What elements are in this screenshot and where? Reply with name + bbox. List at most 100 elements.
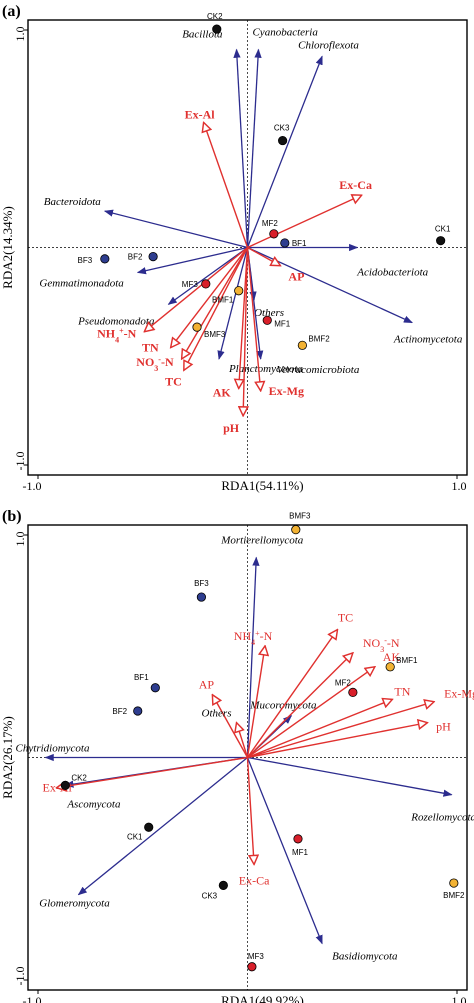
env-arrow-ph (247, 723, 428, 759)
sample-point-ck3 (218, 880, 228, 890)
sample-point-bf2 (133, 706, 143, 716)
taxa-arrow-planctomycetota (217, 247, 249, 360)
taxa-arrow-mortierellomycota (246, 556, 260, 758)
env-label-ex-ca: Ex-Ca (339, 178, 372, 192)
rda-panel-2: -1.0 1.0 1.0 -1.0 RDA1(49.92%) RDA2(26.17%) (b… (0, 508, 474, 1003)
sample-point-ck2 (212, 24, 222, 34)
taxa-arrow-bacteroidota (103, 209, 248, 249)
taxa-label-verrucomicrobiota: Verrucomicrobiota (277, 364, 360, 376)
sample-point-bf2 (148, 252, 158, 262)
taxa-label-glomeromycota: Glomeromycota (39, 898, 110, 910)
env-label-ex-al: Ex-Al (185, 107, 216, 121)
env-label-ph: pH (223, 421, 240, 435)
y-tick-label-min: -1.0 (13, 452, 27, 471)
sample-label-mf3: MF3 (182, 280, 199, 289)
taxa-label-pseudomonadota: Pseudomonadota (77, 315, 155, 327)
env-label-ak: AK (383, 650, 401, 664)
y-tick-label-min: -1.0 (13, 967, 27, 986)
sample-label-mf2: MF2 (262, 219, 279, 228)
env-arrow-ex-mg (246, 247, 261, 391)
panel-label: (a) (2, 3, 21, 20)
y-axis-title: RDA2(26.17%) (0, 716, 15, 799)
sample-point-ck3 (278, 135, 288, 146)
sample-point-bmf1 (385, 662, 395, 672)
taxa-label-basidiomycota: Basidiomycota (332, 951, 398, 963)
sample-point-mf1 (262, 315, 272, 325)
env-arrow-tn (247, 699, 393, 759)
env-arrow-tc (184, 247, 249, 371)
taxa-label-gemmatimonadota: Gemmatimonadota (39, 278, 124, 290)
sample-label-ck2: CK2 (71, 773, 87, 782)
sample-label-mf3: MF3 (248, 952, 265, 961)
sample-point-mf2 (269, 229, 279, 239)
env-label-nh4-n: NH4+-N (234, 628, 273, 646)
env-arrow-ex-al (57, 756, 248, 788)
env-arrow-nh4-n (144, 246, 248, 332)
env-arrow-others (237, 723, 249, 758)
taxa-label-ascomycota: Ascomycota (66, 798, 121, 810)
taxa-arrow-gemmatimonadota (136, 246, 248, 275)
env-arrow-no3-n (247, 653, 353, 758)
env-arrow-tn (171, 247, 249, 348)
taxa-arrow-basidiomycota (246, 757, 323, 945)
env-arrow-ak (239, 247, 249, 389)
env-arrow-ap (247, 246, 281, 266)
env-label-others: Others (202, 708, 232, 720)
sample-point-bf1 (280, 238, 290, 248)
y-axis-title: RDA2(14.34%) (0, 206, 15, 289)
sample-point-mf3 (247, 962, 257, 972)
sample-label-bf2: BF2 (128, 253, 143, 262)
x-axis-title: RDA1(54.11%) (221, 478, 303, 493)
sample-point-bmf3 (192, 322, 202, 332)
panel-label: (b) (2, 508, 22, 525)
sample-point-bmf3 (291, 525, 301, 535)
env-label-ap: AP (288, 270, 304, 284)
env-label-nh4-n: NH4+-N (97, 326, 137, 344)
env-arrow-ph (243, 247, 247, 416)
sample-label-ck2: CK2 (207, 12, 223, 21)
sample-point-ck1 (144, 822, 154, 832)
env-arrow-no3-n (182, 247, 249, 359)
env-label-ph: pH (436, 720, 451, 734)
taxa-label-mortierellomycota: Mortierellomycota (220, 535, 304, 547)
sample-label-bmf2: BMF2 (308, 334, 330, 343)
env-label-ap: AP (199, 678, 215, 692)
sample-point-bf3 (196, 592, 207, 602)
sample-point-bf3 (100, 254, 110, 264)
taxa-label-chytridiomycota: Chytridiomycota (16, 743, 90, 755)
env-label-tc: TC (165, 374, 182, 388)
sample-label-bmf2: BMF2 (443, 891, 465, 900)
sample-point-mf1 (293, 834, 303, 844)
sample-label-bf3: BF3 (194, 579, 209, 588)
sample-label-bf1: BF1 (292, 239, 307, 248)
taxa-arrow-glomeromycota (77, 756, 248, 896)
sample-label-ck1: CK1 (127, 832, 143, 841)
sample-label-bmf3: BMF3 (289, 512, 311, 521)
x-tick-label-max: 1.0 (452, 994, 467, 1003)
taxa-arrow-rozellomycota (247, 756, 453, 797)
env-label-tc: TC (338, 611, 353, 625)
taxa-label-cyanobacteria: Cyanobacteria (252, 27, 318, 39)
env-arrow-ex-ca (247, 195, 362, 249)
env-label-ex-mg: Ex-Mg (269, 384, 304, 398)
env-label-no3-n: NO3--N (136, 354, 174, 372)
env-arrow-ex-mg (247, 702, 435, 759)
sample-label-mf1: MF1 (274, 319, 291, 328)
taxa-label-planctomycetota: Planctomycetota (228, 363, 303, 375)
env-label-tn: TN (394, 684, 410, 698)
sample-point-ck1 (436, 236, 446, 246)
sample-point-bmf2 (449, 878, 459, 888)
taxa-label-chloroflexota: Chloroflexota (298, 39, 359, 51)
sample-point-bmf2 (297, 340, 307, 350)
x-axis-title: RDA1(49.92%) (221, 993, 304, 1003)
sample-label-bf1: BF1 (134, 673, 149, 682)
sample-label-bmf1: BMF1 (212, 296, 234, 305)
taxa-label-bacteroidota: Bacteroidota (44, 196, 102, 208)
sample-point-mf2 (348, 687, 358, 698)
sample-label-bf3: BF3 (77, 256, 92, 265)
taxa-arrow-cyanobacteria (246, 48, 262, 248)
sample-label-bf2: BF2 (112, 707, 127, 716)
env-label-tn: TN (142, 341, 159, 355)
sample-label-bmf1: BMF1 (396, 656, 418, 665)
